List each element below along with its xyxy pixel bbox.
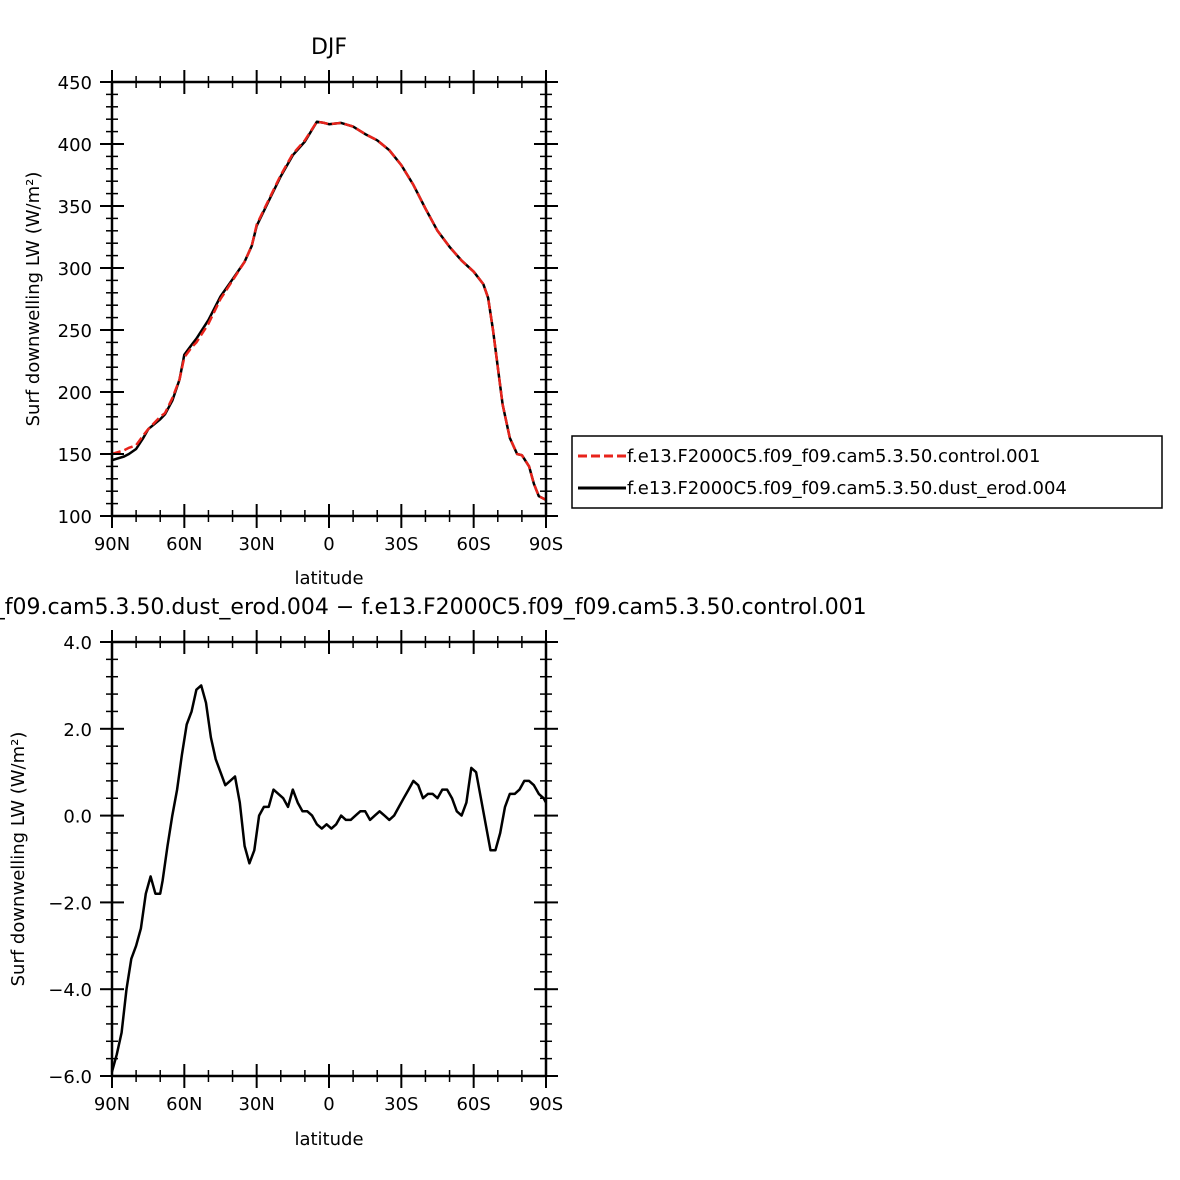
x-tick-label: 60N [166, 1094, 202, 1115]
x-tick-label: 60N [166, 534, 202, 555]
bottom-chart-title: f.e13.F2000C5.f09_f09.cam5.3.50.dust_ero… [0, 595, 867, 620]
x-tick-label: 30S [384, 534, 418, 555]
bottom-chart-xlabel: latitude [294, 1129, 363, 1150]
top-chart-panel: DJF 90N 60N 30N 0 30S 60S 90S 100 150 200 250 300 35… [23, 35, 1163, 589]
x-tick-label: 0 [323, 1094, 334, 1115]
legend-entry-control: f.e13.F2000C5.f09_f09.cam5.3.50.control.… [627, 446, 1040, 467]
x-tick-label: 30N [238, 534, 274, 555]
y-tick-label: −2.0 [48, 893, 92, 914]
bottom-chart-ylabel: Surf downwelling LW (W/m²) [8, 732, 29, 987]
x-tick-label: 60S [456, 534, 490, 555]
y-tick-label: 0.0 [63, 807, 92, 828]
bottom-chart-plot-frame [110, 640, 548, 1078]
y-tick-label: 250 [58, 321, 92, 342]
top-chart-ylabel: Surf downwelling LW (W/m²) [23, 172, 44, 427]
y-tick-label: 150 [58, 445, 92, 466]
y-tick-label: 450 [58, 73, 92, 94]
legend-entry-dust-erod: f.e13.F2000C5.f09_f09.cam5.3.50.dust_ero… [627, 478, 1067, 499]
top-chart-plot-frame [110, 80, 548, 518]
top-chart-series-group [111, 120, 547, 502]
y-tick-label: 2.0 [63, 720, 92, 741]
y-tick-label: 200 [58, 383, 92, 404]
top-chart-title: DJF [311, 35, 347, 60]
top-chart-legend: f.e13.F2000C5.f09_f09.cam5.3.50.control.… [571, 435, 1163, 509]
x-tick-label: 90S [529, 534, 563, 555]
x-tick-label: 90N [94, 1094, 130, 1115]
y-tick-label: 4.0 [63, 633, 92, 654]
y-tick-label: 350 [58, 197, 92, 218]
bottom-chart-panel: f.e13.F2000C5.f09_f09.cam5.3.50.dust_ero… [0, 595, 867, 1150]
y-tick-label: −6.0 [48, 1067, 92, 1088]
x-tick-label: 0 [323, 534, 334, 555]
top-series-line-0 [111, 120, 547, 502]
bottom-series-line-0 [110, 684, 548, 1073]
x-tick-label: 60S [456, 1094, 490, 1115]
y-tick-label: 400 [58, 135, 92, 156]
x-tick-label: 30N [238, 1094, 274, 1115]
y-tick-label: −4.0 [48, 980, 92, 1001]
top-chart-xlabel: latitude [294, 568, 363, 589]
bottom-chart-series-group [110, 684, 548, 1073]
top-chart-ticks: 90N 60N 30N 0 30S 60S 90S 100 150 200 250 300 350 400… [58, 70, 563, 555]
x-tick-label: 90N [94, 534, 130, 555]
y-tick-label: 100 [58, 507, 92, 528]
top-series-line-1 [111, 120, 547, 502]
legend-box [571, 435, 1163, 509]
x-tick-label: 30S [384, 1094, 418, 1115]
y-tick-label: 300 [58, 259, 92, 280]
bottom-chart-ticks: 90N 60N 30N 0 30S 60S 90S −6.0 −4.0 −2.0 0.0 2.0 4.0 [48, 630, 563, 1115]
x-tick-label: 90S [529, 1094, 563, 1115]
